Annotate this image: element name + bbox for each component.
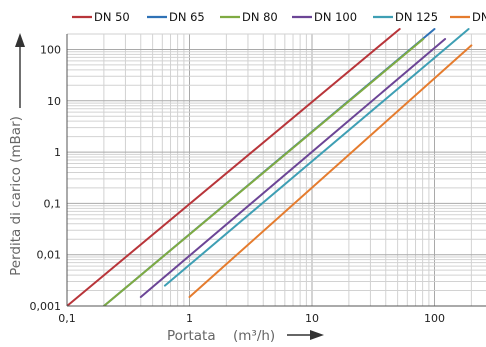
- y-axis-arrow-icon: [15, 33, 25, 108]
- y-tick-label: 0,1: [44, 197, 62, 210]
- y-tick-label: 10: [47, 95, 61, 108]
- series-line-dn-80: [102, 38, 425, 306]
- series-line-dn-150: [188, 44, 473, 298]
- legend-item-dn-80: DN 80: [220, 10, 278, 24]
- legend-item-dn-50: DN 50: [72, 10, 130, 24]
- x-tick-label: 0,1: [58, 312, 76, 325]
- series-line-dn-50: [67, 28, 401, 306]
- legend-item-dn-125: DN 125: [373, 10, 438, 24]
- series-line-dn-100: [139, 38, 447, 298]
- y-tick-label: 100: [40, 43, 61, 56]
- legend-item-dn-100: DN 100: [292, 10, 357, 24]
- legend: DN 50 DN 65 DN 80 DN 100 DN 125 DN 150: [72, 10, 486, 24]
- y-tick-label: 1: [54, 146, 61, 159]
- y-tick-label: 0,001: [30, 300, 62, 313]
- legend-item-dn-150: DN 150: [450, 10, 486, 24]
- series-line-dn-125: [163, 28, 470, 287]
- y-tick-labels: 0,001 0,01 0,1 1 10 100: [30, 43, 62, 313]
- grid-lines: [66, 33, 486, 307]
- legend-label: DN 150: [472, 10, 486, 24]
- legend-item-dn-65: DN 65: [147, 10, 205, 24]
- x-tick-label: 1: [186, 312, 193, 325]
- x-tick-label: 100: [424, 312, 445, 325]
- legend-label: DN 100: [314, 10, 357, 24]
- series-lines: [67, 28, 473, 306]
- x-tick-labels: 0,1 1 10 100: [58, 312, 445, 325]
- x-tick-label: 10: [305, 312, 319, 325]
- legend-label: DN 50: [94, 10, 130, 24]
- x-axis-arrow-icon: [287, 330, 324, 340]
- x-axis-unit: (m³/h): [233, 328, 275, 344]
- legend-label: DN 65: [169, 10, 205, 24]
- y-axis-title: Perdita di carico (mBar): [8, 116, 24, 276]
- legend-label: DN 80: [242, 10, 278, 24]
- legend-label: DN 125: [395, 10, 438, 24]
- y-tick-label: 0,01: [37, 249, 62, 262]
- x-axis-title: Portata: [167, 328, 216, 344]
